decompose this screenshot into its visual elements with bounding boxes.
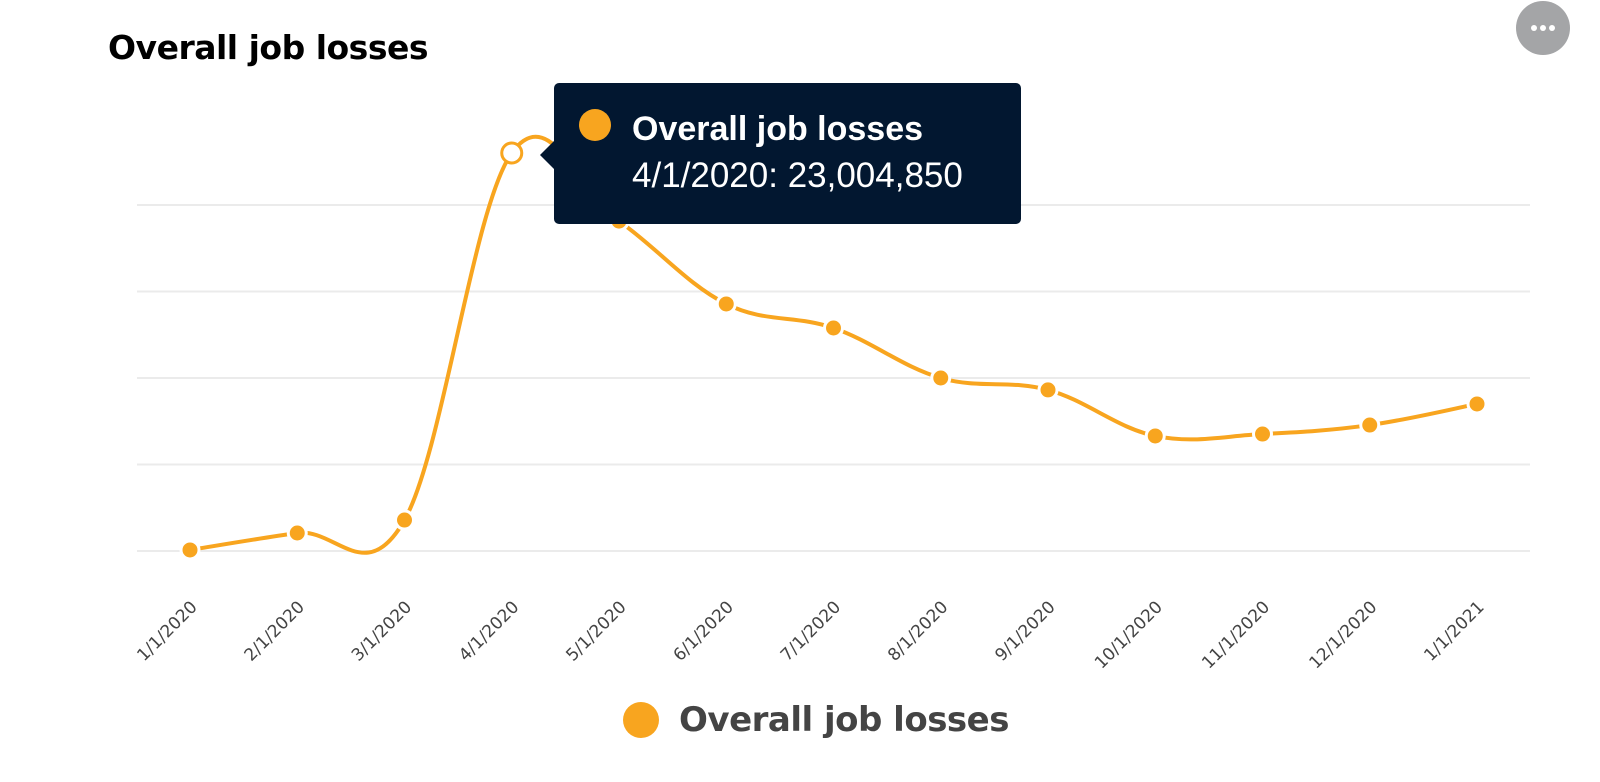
data-point[interactable] bbox=[1144, 425, 1166, 447]
legend-item-label[interactable]: Overall job losses bbox=[679, 700, 1009, 740]
tooltip: Overall job losses 4/1/2020: 23,004,850 bbox=[540, 83, 1021, 224]
x-axis-label: 8/1/2020 bbox=[884, 597, 952, 665]
x-axis-label: 5/1/2020 bbox=[562, 597, 630, 665]
more-horizontal-icon-dot bbox=[1540, 25, 1546, 31]
legend-marker-icon[interactable] bbox=[623, 702, 660, 738]
tooltip-arrow bbox=[540, 141, 554, 169]
data-point[interactable] bbox=[1466, 393, 1488, 415]
data-point[interactable] bbox=[930, 367, 952, 389]
x-axis-label: 3/1/2020 bbox=[348, 597, 416, 665]
x-axis-label: 1/1/2021 bbox=[1420, 597, 1488, 665]
data-point[interactable] bbox=[1037, 379, 1059, 401]
x-axis-label: 4/1/2020 bbox=[455, 597, 523, 665]
series-marker-icon bbox=[579, 109, 611, 141]
data-point[interactable] bbox=[1252, 423, 1273, 445]
x-axis-label: 10/1/2020 bbox=[1091, 597, 1167, 673]
data-point[interactable] bbox=[286, 522, 308, 544]
x-axis-label: 6/1/2020 bbox=[670, 597, 738, 665]
data-point[interactable] bbox=[179, 539, 201, 561]
data-point[interactable] bbox=[823, 317, 844, 339]
more-horizontal-icon-dot bbox=[1549, 25, 1555, 31]
data-points bbox=[179, 141, 1488, 561]
x-axis-labels: 1/1/2020 2/1/2020 3/1/2020 4/1/2020 5/1/2020… bbox=[133, 597, 1488, 673]
x-axis-label: 1/1/2020 bbox=[133, 597, 201, 665]
x-axis-label: 9/1/2020 bbox=[991, 597, 1059, 665]
chart-menu-button[interactable] bbox=[1516, 1, 1570, 55]
x-axis-label: 11/1/2020 bbox=[1198, 597, 1274, 673]
tooltip-series-name: Overall job losses bbox=[632, 110, 924, 148]
legend: Overall job losses bbox=[0, 700, 1600, 740]
x-axis-label: 2/1/2020 bbox=[241, 597, 309, 665]
tooltip-value: 4/1/2020: 23,004,850 bbox=[632, 156, 963, 195]
x-axis-label: 12/1/2020 bbox=[1306, 597, 1382, 673]
x-axis-label: 7/1/2020 bbox=[777, 597, 845, 665]
data-point[interactable] bbox=[1359, 414, 1381, 436]
data-point-highlighted[interactable] bbox=[500, 141, 524, 165]
chart-title: Overall job losses bbox=[108, 28, 429, 67]
data-point[interactable] bbox=[715, 293, 737, 315]
line-chart: 1/1/2020 2/1/2020 3/1/2020 4/1/2020 5/1/2020… bbox=[133, 134, 1530, 673]
data-point[interactable] bbox=[394, 509, 415, 531]
gridlines bbox=[137, 203, 1530, 552]
more-horizontal-icon bbox=[1531, 25, 1537, 31]
